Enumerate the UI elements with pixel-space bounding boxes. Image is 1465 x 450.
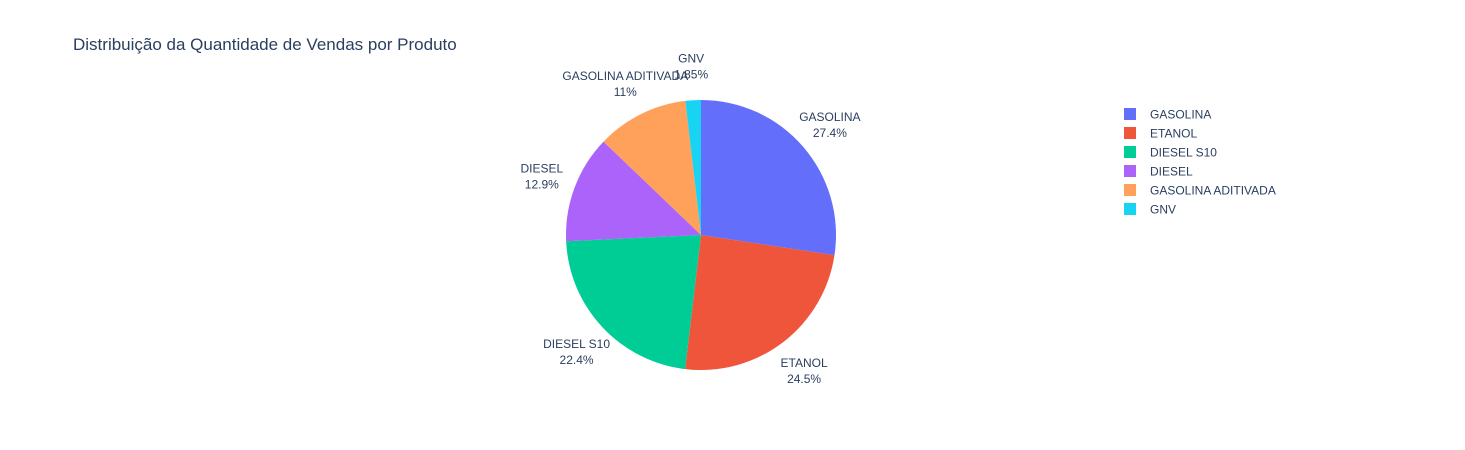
slice-label-gasolina-aditivada: GASOLINA ADITIVADA — [562, 69, 688, 83]
legend-item-gasolina[interactable]: GASOLINA — [1124, 108, 1211, 122]
slice-percent-gasolina: 27.4% — [813, 126, 847, 140]
slice-percent-diesel-s10: 22.4% — [560, 353, 594, 367]
slice-label-etanol: ETANOL — [781, 356, 828, 370]
slice-label-diesel: DIESEL — [520, 161, 563, 175]
slice-percent-diesel: 12.9% — [525, 177, 559, 191]
legend-label: DIESEL — [1150, 165, 1193, 179]
slice-label-gasolina: GASOLINA — [799, 110, 860, 124]
pie-slices — [566, 100, 837, 371]
slice-percent-gasolina-aditivada: 11% — [614, 85, 637, 99]
legend-item-etanol[interactable]: ETANOL — [1124, 127, 1197, 141]
slice-label-gnv: GNV — [678, 51, 704, 65]
legend-item-diesel[interactable]: DIESEL — [1124, 165, 1193, 179]
legend: GASOLINA ETANOL DIESEL S10 DIESEL GASOLINA A… — [1124, 108, 1276, 217]
slice-percent-gnv: 1.85% — [674, 67, 708, 81]
slice-percent-etanol: 24.5% — [787, 372, 821, 386]
pie-slice-labels: GASOLINA 27.4% ETANOL 24.5% DIESEL S10 22.4% D… — [520, 51, 860, 386]
legend-label: ETANOL — [1150, 127, 1197, 141]
pie-slice-etanol[interactable] — [685, 235, 835, 371]
legend-swatch — [1124, 108, 1136, 120]
pie-slice-diesel-s10[interactable] — [566, 235, 701, 370]
legend-swatch — [1124, 146, 1136, 158]
chart-title: Distribuição da Quantidade de Vendas por… — [73, 35, 457, 54]
legend-swatch — [1124, 165, 1136, 177]
legend-swatch — [1124, 203, 1136, 215]
pie-slice-gasolina-aditivada[interactable] — [603, 100, 701, 235]
legend-item-diesel-s10[interactable]: DIESEL S10 — [1124, 146, 1217, 160]
pie-slice-gnv[interactable] — [685, 100, 701, 235]
legend-item-gasolina-aditivada[interactable]: GASOLINA ADITIVADA — [1124, 184, 1276, 198]
legend-swatch — [1124, 184, 1136, 196]
legend-swatch — [1124, 127, 1136, 139]
slice-label-diesel-s10: DIESEL S10 — [543, 337, 610, 351]
legend-item-gnv[interactable]: GNV — [1124, 203, 1176, 217]
legend-label: GASOLINA — [1150, 108, 1211, 122]
legend-label: GASOLINA ADITIVADA — [1150, 184, 1276, 198]
pie-slice-diesel[interactable] — [566, 141, 701, 242]
pie-slice-gasolina[interactable] — [701, 100, 837, 256]
legend-label: DIESEL S10 — [1150, 146, 1217, 160]
legend-label: GNV — [1150, 203, 1176, 217]
